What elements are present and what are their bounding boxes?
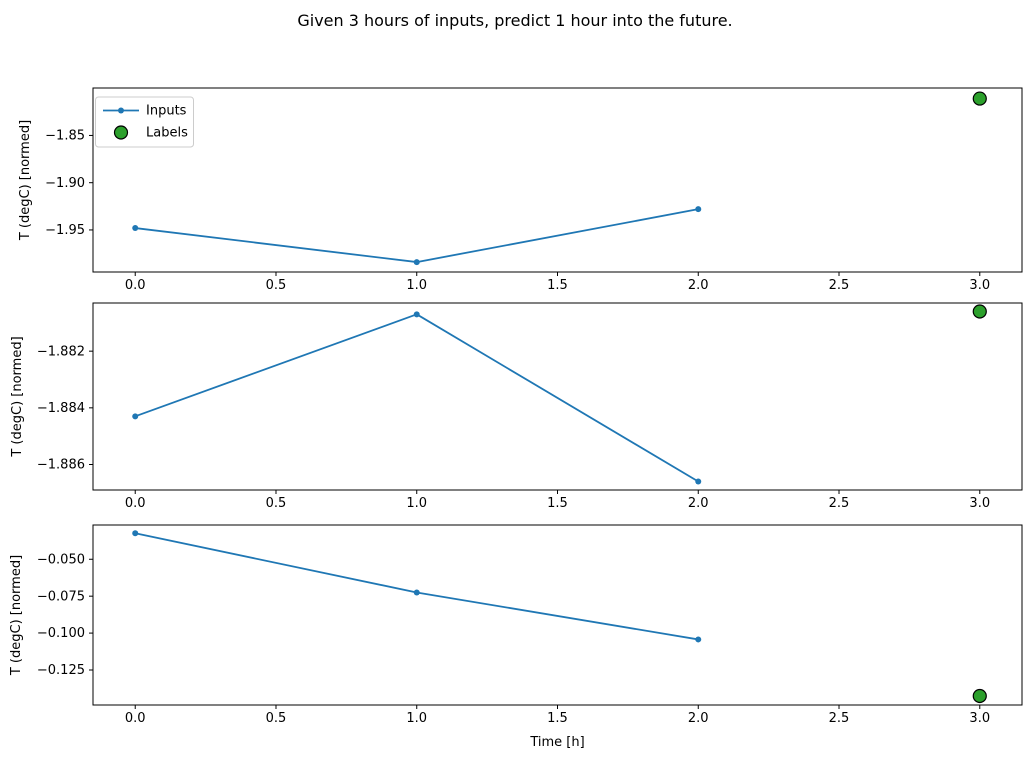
labels-point bbox=[972, 688, 987, 704]
x-tick-label: 0.5 bbox=[266, 496, 287, 511]
x-tick-label: 2.0 bbox=[688, 278, 709, 293]
y-tick-label: −1.85 bbox=[45, 129, 85, 144]
inputs-line bbox=[134, 313, 699, 483]
legend-item-label-inputs: Inputs bbox=[146, 104, 187, 119]
y-axis-label: T (degC) [normed] bbox=[9, 555, 24, 676]
inputs-marker bbox=[132, 413, 139, 420]
inputs-marker bbox=[695, 206, 702, 213]
inputs-marker bbox=[695, 478, 702, 485]
inputs-marker bbox=[695, 636, 702, 643]
y-tick-label: −1.90 bbox=[45, 176, 85, 191]
x-tick-label: 3.0 bbox=[969, 278, 990, 293]
x-tick-label: 3.0 bbox=[969, 496, 990, 511]
x-tick-label: 1.0 bbox=[406, 711, 427, 726]
y-axis-label: T (degC) [normed] bbox=[18, 120, 33, 241]
x-tick-label: 0.5 bbox=[266, 711, 287, 726]
inputs-line bbox=[135, 532, 699, 641]
inputs-line bbox=[135, 208, 699, 263]
y-tick-label: −1.95 bbox=[45, 223, 85, 238]
y-axis-label: T (degC) [normed] bbox=[10, 336, 25, 457]
y-tick-label: −1.882 bbox=[37, 344, 85, 359]
x-tick-label: 2.5 bbox=[829, 496, 850, 511]
x-tick-label: 2.0 bbox=[688, 496, 709, 511]
inputs-marker bbox=[132, 225, 139, 232]
x-tick-label: 1.0 bbox=[406, 496, 427, 511]
x-tick-label: 0.0 bbox=[125, 278, 146, 293]
subplot-2: −1.882 −1.884 −1.886 0.0 0.5 1.0 1.5 2.0 2.5 3.0 T… bbox=[10, 302, 1023, 511]
subplot-1: −1.85 −1.90 −1.95 0.0 0.5 1.0 1.5 2.0 2.5 3.0 T (d… bbox=[18, 87, 1023, 293]
y-tick-label: −1.886 bbox=[37, 458, 85, 473]
y-tick-label: −0.125 bbox=[37, 663, 85, 678]
subplot-3: −0.050 −0.075 −0.100 −0.125 0.0 0.5 1.0 1.5 2.0 2… bbox=[9, 524, 1023, 750]
x-tick-label: 3.0 bbox=[969, 711, 990, 726]
labels-point bbox=[972, 304, 987, 319]
inputs-marker bbox=[413, 589, 420, 596]
inputs-marker bbox=[132, 530, 139, 537]
labels-point bbox=[972, 91, 987, 106]
x-tick-label: 0.0 bbox=[125, 711, 146, 726]
x-tick-label: 1.5 bbox=[547, 496, 568, 511]
y-tick-label: −0.075 bbox=[37, 589, 85, 604]
x-tick-label: 0.0 bbox=[125, 496, 146, 511]
inputs-marker bbox=[413, 311, 420, 318]
plot-frame bbox=[92, 87, 1023, 273]
x-tick-label: 0.5 bbox=[266, 278, 287, 293]
inputs-marker bbox=[413, 259, 420, 266]
x-tick-label: 1.5 bbox=[547, 278, 568, 293]
y-tick-label: −0.100 bbox=[37, 626, 85, 641]
legend-labels-marker bbox=[113, 125, 129, 140]
x-tick-label: 1.5 bbox=[547, 711, 568, 726]
x-axis-label: Time [h] bbox=[529, 735, 584, 750]
x-tick-label: 1.0 bbox=[406, 278, 427, 293]
x-tick-label: 2.0 bbox=[688, 711, 709, 726]
x-tick-label: 2.5 bbox=[829, 711, 850, 726]
y-tick-label: −0.050 bbox=[37, 552, 85, 567]
plot-frame bbox=[92, 302, 1023, 491]
legend-inputs-marker bbox=[118, 107, 124, 114]
legend: Inputs Labels bbox=[95, 96, 194, 148]
x-tick-label: 2.5 bbox=[829, 278, 850, 293]
legend-item-label-labels: Labels bbox=[146, 126, 188, 141]
plot-frame bbox=[92, 524, 1023, 706]
y-tick-label: −1.884 bbox=[37, 401, 85, 416]
figure-title: Given 3 hours of inputs, predict 1 hour … bbox=[297, 11, 733, 30]
